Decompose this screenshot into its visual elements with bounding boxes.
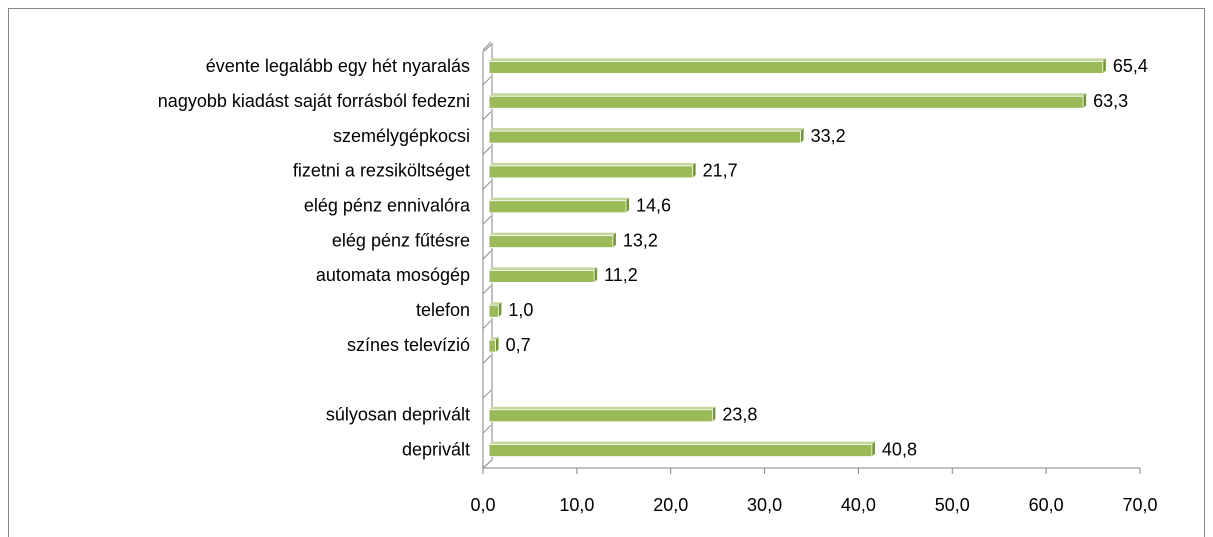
y-tick-label: deprivált <box>402 439 470 459</box>
bar-side <box>626 197 630 213</box>
bar-top <box>489 232 616 236</box>
x-tick-label: 50,0 <box>935 495 970 515</box>
value-label: 33,2 <box>811 126 846 146</box>
y-tick <box>482 111 492 121</box>
x-tick-label: 30,0 <box>747 495 782 515</box>
x-tick-label: 60,0 <box>1029 495 1064 515</box>
bar <box>488 95 1084 109</box>
y-tick <box>482 215 492 225</box>
bar <box>488 165 694 179</box>
y-tick <box>482 285 492 295</box>
bar <box>488 235 614 248</box>
bar-side <box>1102 58 1106 74</box>
y-tick <box>482 389 492 399</box>
y-tick-label: automata mosógép <box>316 265 470 285</box>
bar <box>488 200 627 214</box>
value-label: 11,2 <box>604 265 638 285</box>
axis-wall <box>482 42 493 470</box>
y-tick <box>482 320 492 330</box>
bar-side <box>871 441 875 457</box>
bar-side <box>612 232 616 248</box>
x-tick-label: 0,0 <box>470 495 495 515</box>
bar <box>488 270 595 283</box>
y-tick-label: telefon <box>416 300 470 320</box>
bar-side <box>1083 93 1087 109</box>
bar-top <box>489 58 1106 62</box>
bar-top <box>489 406 716 410</box>
y-tick <box>482 355 492 364</box>
y-tick <box>482 250 492 260</box>
bar-side <box>495 337 499 353</box>
bar-top <box>489 197 630 201</box>
bar-top <box>489 162 696 166</box>
value-label: 14,6 <box>636 196 671 216</box>
bar-side <box>692 162 696 178</box>
y-tick-label: nagyobb kiadást saját forrásból fedezni <box>158 91 470 111</box>
x-tick-label: 20,0 <box>653 495 688 515</box>
bar-top <box>489 441 875 445</box>
bar <box>488 130 802 144</box>
y-tick <box>482 41 492 51</box>
value-label: 21,7 <box>703 161 738 181</box>
bar <box>488 409 713 423</box>
bar <box>488 61 1104 74</box>
bar-side <box>498 302 502 318</box>
y-tick <box>482 424 492 434</box>
bar-side <box>800 128 804 144</box>
x-tick-label: 40,0 <box>841 495 876 515</box>
y-tick-label: fizetni a rezsiköltséget <box>293 161 470 181</box>
y-tick-label: súlyosan deprivált <box>326 405 470 425</box>
x-tick-label: 10,0 <box>559 495 594 515</box>
bar <box>488 339 496 353</box>
bar-side <box>712 406 716 422</box>
bar <box>488 444 873 457</box>
value-label: 65,4 <box>1113 56 1148 76</box>
y-tick-label: személygépkocsi <box>333 126 470 146</box>
y-tick-label: elég pénz ennivalóra <box>304 196 471 216</box>
bar-side <box>594 267 598 283</box>
y-tick <box>482 180 492 190</box>
y-tick-label: színes televízió <box>347 335 470 355</box>
bar <box>488 304 499 318</box>
y-tick <box>482 146 492 155</box>
value-label: 63,3 <box>1093 91 1128 111</box>
bar-top <box>489 128 804 132</box>
bar-top <box>489 302 502 306</box>
y-tick-label: elég pénz fűtésre <box>332 230 470 250</box>
value-label: 23,8 <box>722 405 757 425</box>
y-tick-label: évente legalább egy hét nyaralás <box>206 56 470 76</box>
value-label: 40,8 <box>882 439 917 459</box>
bar-top <box>489 337 499 341</box>
value-label: 0,7 <box>506 335 531 355</box>
x-tick-label: 70,0 <box>1122 495 1157 515</box>
value-label: 13,2 <box>623 230 658 250</box>
chart-border <box>8 8 1205 537</box>
y-tick <box>482 76 492 86</box>
bar-top <box>489 267 598 271</box>
bar-top <box>489 93 1087 97</box>
value-label: 1,0 <box>508 300 533 320</box>
